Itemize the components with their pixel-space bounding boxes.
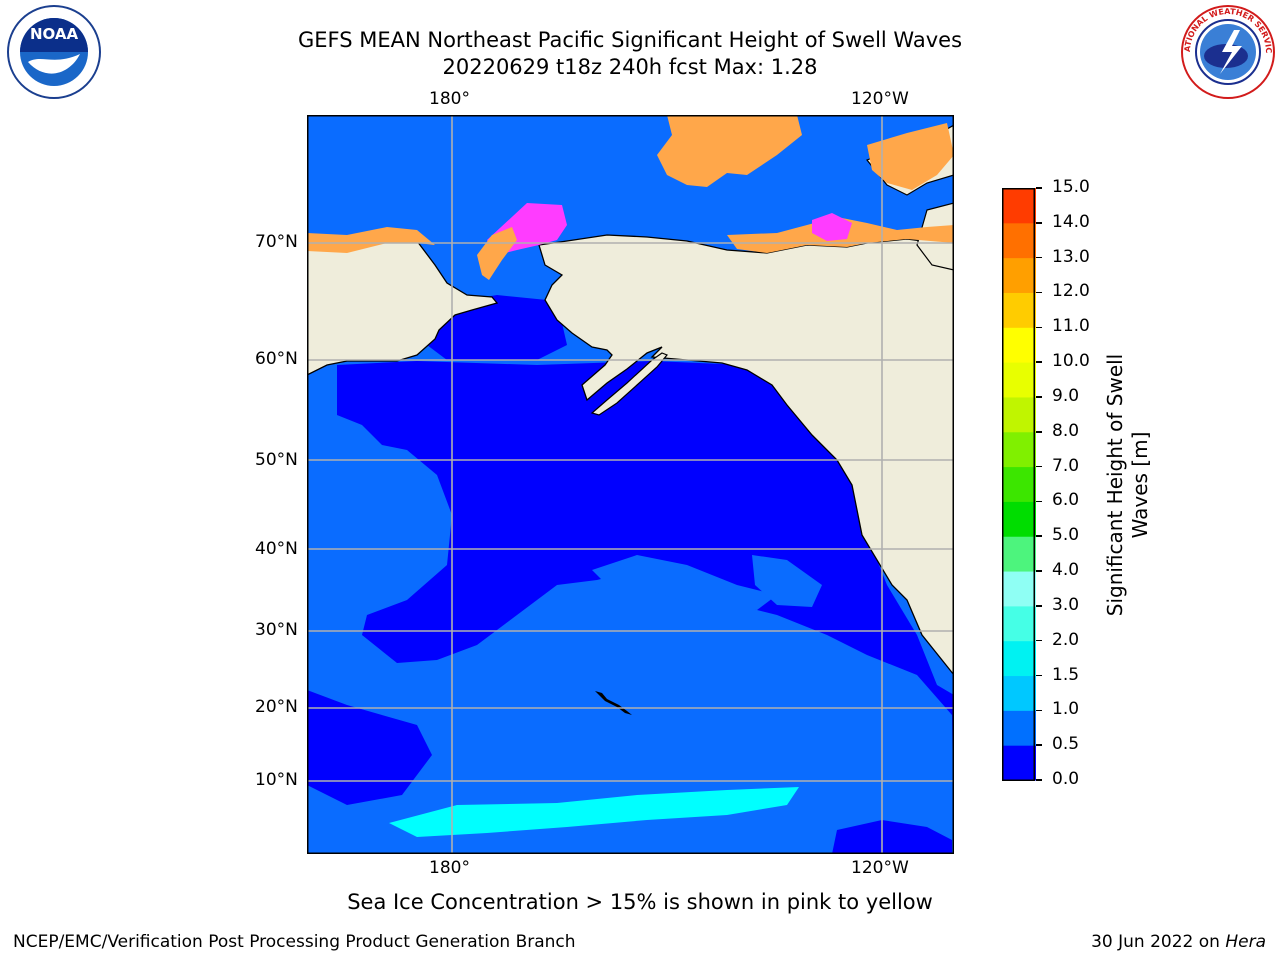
colorbar-segment [1002, 675, 1036, 711]
colorbar-segment [1002, 710, 1036, 746]
colorbar-tick-label: 15.0 [1052, 177, 1090, 197]
colorbar-segment [1002, 605, 1036, 642]
colorbar-tick-label: 8.0 [1052, 420, 1080, 441]
colorbar-tick-label: 10.0 [1052, 351, 1090, 372]
colorbar-tick-mark [1036, 396, 1042, 398]
ocean-swell-under-0p5m-west [307, 690, 432, 805]
colorbar-label: Significant Height of Swell Waves [m] [1103, 354, 1153, 616]
colorbar-segment [1002, 222, 1036, 259]
colorbar-segment [1002, 466, 1036, 502]
sea-ice-note: Sea Ice Concentration > 15% is shown in … [347, 890, 933, 914]
lat-label-40n: 40°N [255, 539, 298, 559]
sea-ice-arctic-east [867, 123, 954, 190]
colorbar-segment [1002, 501, 1036, 537]
colorbar-segment [1002, 396, 1036, 433]
colorbar-tick-label: 3.0 [1052, 594, 1080, 615]
ocean-swell-mid-patch-2 [752, 555, 822, 607]
lat-label-60n: 60°N [255, 349, 298, 369]
map-gridlines [307, 115, 954, 854]
land-hawaii [595, 691, 632, 715]
noaa-logo-icon: NOAA [7, 5, 101, 99]
lat-label-70n: 70°N [255, 232, 298, 252]
colorbar-segment [1002, 257, 1036, 293]
lon-label-bottom-120w: 120°W [851, 858, 909, 878]
sea-ice-chukchi-edge [477, 227, 517, 280]
colorbar-tick-mark [1036, 779, 1042, 781]
lat-label-30n: 30°N [255, 620, 298, 640]
colorbar-tick-mark [1036, 361, 1042, 363]
colorbar-tick-label: 12.0 [1052, 281, 1090, 302]
noaa-logo-text: NOAA [30, 25, 79, 43]
colorbar-tick-label: 4.0 [1052, 560, 1080, 581]
sea-ice-beaufort-pink [812, 213, 852, 241]
colorbar-tick-label: 2.0 [1052, 629, 1080, 650]
colorbar-tick-label: 14.0 [1052, 211, 1090, 232]
colorbar-tick-mark [1036, 535, 1042, 537]
colorbar-tick-mark [1036, 500, 1042, 503]
colorbar-tick-label: 7.0 [1052, 455, 1080, 476]
colorbar-tick-mark [1036, 222, 1042, 224]
colorbar-segment [1002, 431, 1036, 468]
chart-subtitle: 20220629 t18z 240h fcst Max: 1.28 [442, 55, 818, 79]
colorbar-tick-mark [1036, 744, 1042, 746]
lon-label-top-180: 180° [429, 89, 470, 109]
colorbar-segment [1002, 536, 1036, 572]
colorbar-segment [1002, 571, 1036, 607]
map-border [307, 115, 954, 854]
colorbar-tick-mark [1036, 709, 1042, 712]
ocean-swell-mid-patch [592, 555, 777, 610]
chart-title: GEFS MEAN Northeast Pacific Significant … [297, 28, 963, 52]
colorbar-tick-label: 0.0 [1052, 769, 1080, 789]
colorbar-tick-label: 6.0 [1052, 490, 1080, 511]
colorbar-tick-label: 11.0 [1052, 316, 1090, 337]
colorbar-tick-mark [1036, 431, 1042, 433]
colorbar-tick-mark [1036, 291, 1042, 294]
colorbar-tick-label: 9.0 [1052, 385, 1080, 406]
colorbar-segment [1002, 362, 1036, 398]
swell-height-map [307, 115, 954, 854]
sea-ice-north [657, 115, 802, 187]
footer-host: Hera [1225, 932, 1266, 952]
colorbar-tick-label: 1.5 [1052, 664, 1080, 685]
colorbar-label-line2: Waves [m] [1128, 431, 1152, 539]
colorbar-tick-mark [1036, 256, 1042, 259]
ocean-swell-under-0p5m [337, 361, 954, 854]
ocean-swell-1-1p5m [389, 787, 799, 837]
colorbar-segment [1002, 292, 1036, 328]
lat-label-20n: 20°N [255, 697, 298, 717]
colorbar [1002, 188, 1036, 781]
lat-label-50n: 50°N [255, 450, 298, 470]
colorbar-tick-mark [1036, 187, 1042, 189]
colorbar-segment [1002, 640, 1036, 677]
colorbar-tick-label: 5.0 [1052, 525, 1080, 546]
colorbar-tick-mark [1036, 570, 1042, 572]
colorbar-tick-label: 0.5 [1052, 734, 1080, 755]
colorbar-tick-mark [1036, 465, 1042, 468]
footer-date-text: 30 Jun 2022 on [1091, 932, 1226, 952]
lat-label-10n: 10°N [255, 770, 298, 790]
colorbar-tick-mark [1036, 639, 1042, 642]
sea-ice-siberia [307, 227, 435, 253]
colorbar-tick-label: 1.0 [1052, 699, 1080, 720]
colorbar-segment [1002, 188, 1036, 224]
lon-label-bottom-180: 180° [429, 858, 470, 878]
footer-date: 30 Jun 2022 on Hera [1091, 932, 1266, 952]
lon-label-top-120w: 120°W [851, 89, 909, 109]
colorbar-segment [1002, 327, 1036, 363]
colorbar-tick-mark [1036, 674, 1042, 677]
footer-branch: NCEP/EMC/Verification Post Processing Pr… [13, 932, 576, 952]
colorbar-segment [1002, 745, 1036, 781]
colorbar-tick-mark [1036, 326, 1042, 329]
colorbar-tick-mark [1036, 605, 1042, 607]
ocean-swell-under-0p5m-southeast [832, 820, 952, 854]
colorbar-tick-label: 13.0 [1052, 246, 1090, 267]
land-aleutians [590, 352, 668, 416]
land-north-america [538, 234, 954, 677]
colorbar-label-line1: Significant Height of Swell [1103, 353, 1127, 617]
nws-logo-icon: NATIONAL WEATHER SERVICE [1180, 4, 1275, 99]
